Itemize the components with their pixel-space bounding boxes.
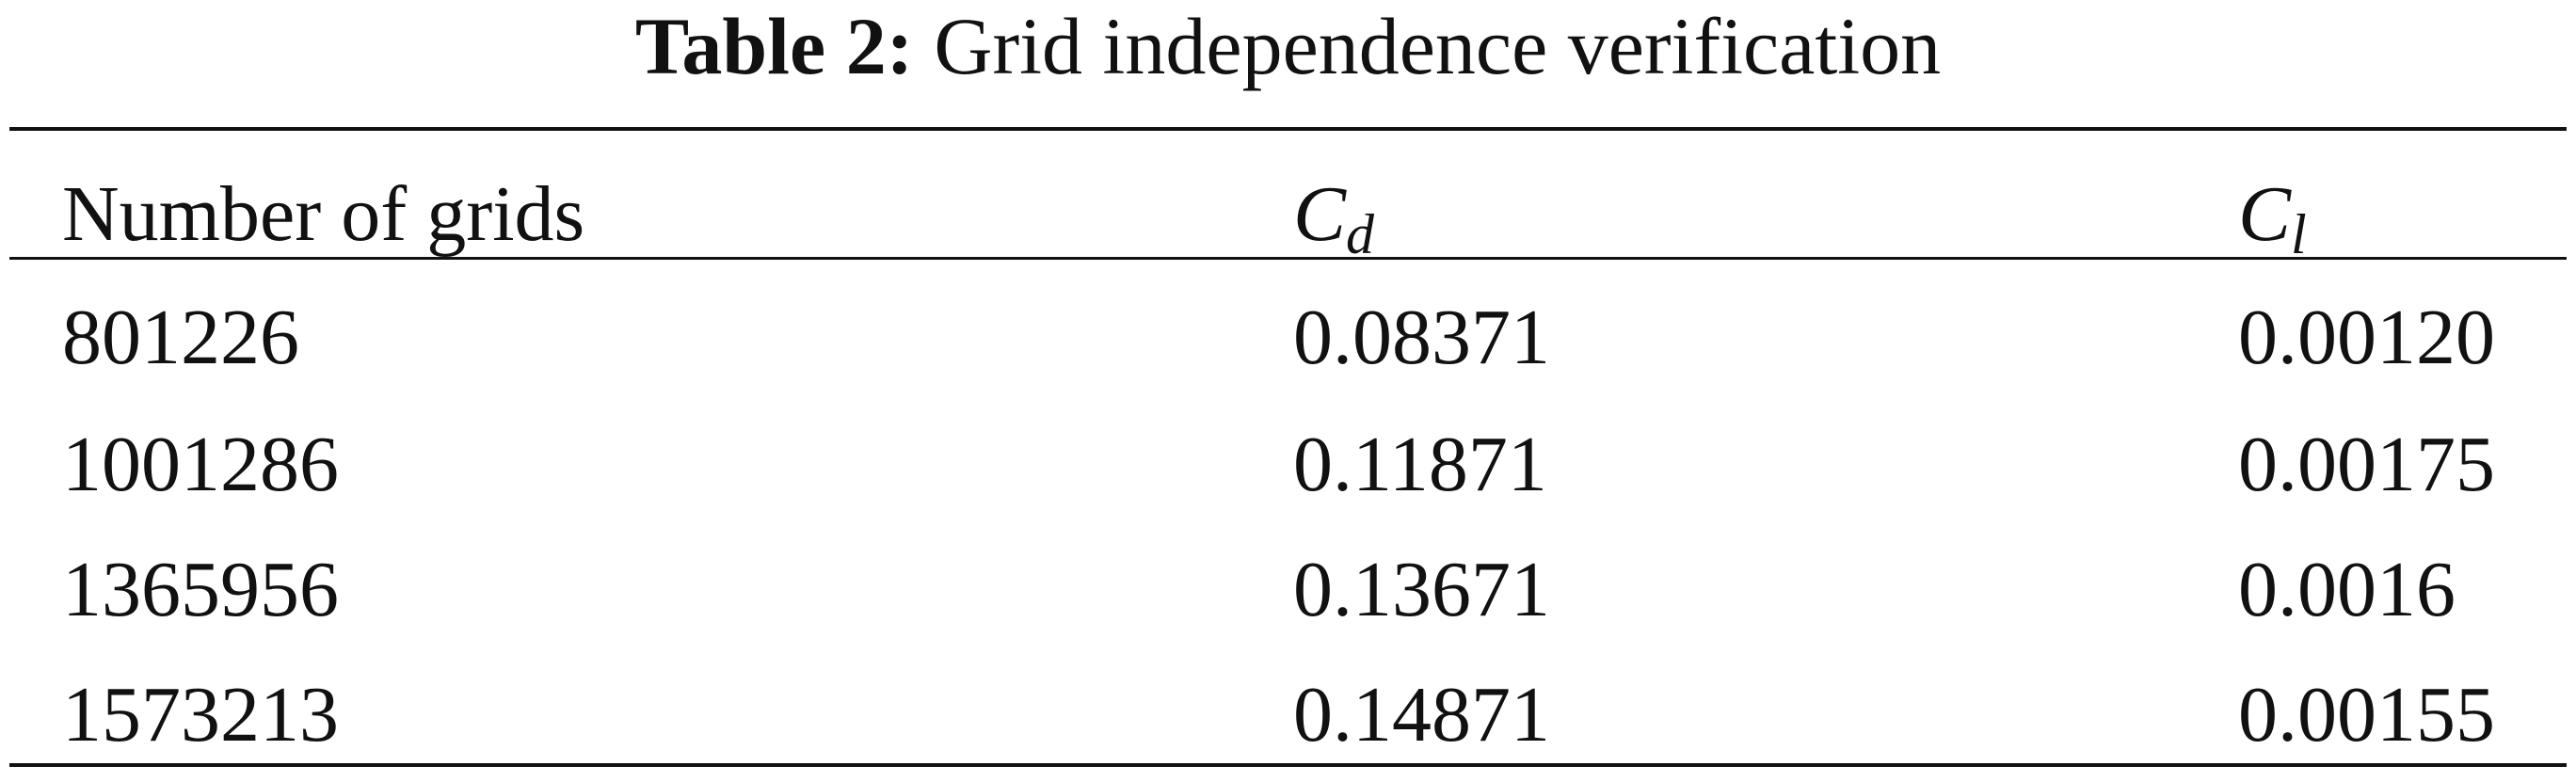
bottom-rule [9, 763, 2567, 767]
header-text: C [1293, 170, 1347, 258]
header-subscript: d [1346, 203, 1375, 265]
table-title: Table 2: Grid independence verification [0, 4, 2576, 88]
table-cell: 0.13671 [1293, 546, 1550, 633]
header-text: Number of grids [62, 170, 585, 258]
table-cell: 0.11871 [1293, 421, 1547, 508]
header-cell: Cd [1293, 170, 1374, 263]
header-rule [9, 257, 2567, 260]
header-subscript: l [2291, 203, 2307, 265]
table-cell: 0.00120 [2238, 294, 2495, 381]
table-cell: 0.00175 [2238, 421, 2495, 508]
table-cell: 0.00155 [2238, 671, 2495, 758]
header-cell: Number of grids [62, 172, 584, 257]
header-cell: Cl [2238, 170, 2307, 263]
table-cell: 0.14871 [1293, 671, 1550, 758]
table-cell: 801226 [62, 294, 299, 381]
title-text: Grid independence verification [934, 1, 1942, 91]
header-text: C [2238, 170, 2292, 258]
table-cell: 0.0016 [2238, 546, 2456, 633]
table-cell: 0.08371 [1293, 294, 1550, 381]
table-cell: 1573213 [62, 671, 339, 758]
table-cell: 1001286 [62, 421, 339, 508]
title-label: Table 2: [634, 1, 914, 91]
table-cell: 1365956 [62, 546, 339, 633]
top-rule [9, 127, 2567, 131]
